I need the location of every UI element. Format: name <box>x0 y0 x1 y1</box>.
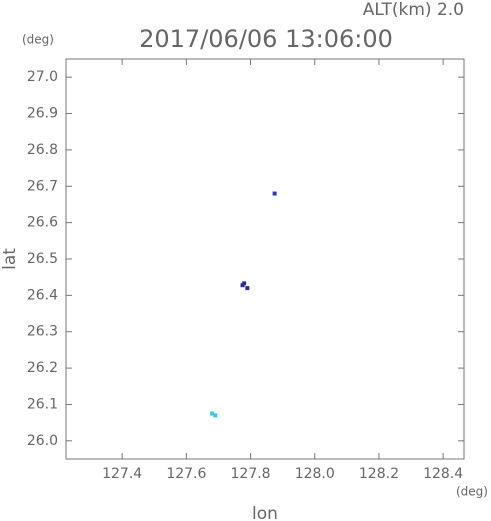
x-tick-label: 127.6 <box>166 466 206 482</box>
x-tick-label: 128.4 <box>423 466 463 482</box>
y-tick-label: 26.6 <box>27 215 58 231</box>
y-tick-label: 26.0 <box>27 433 58 449</box>
point <box>242 281 247 286</box>
chart-title: 2017/06/06 13:06:00 <box>139 25 393 53</box>
y-tick-label: 26.8 <box>27 142 58 158</box>
y-tick-label: 26.3 <box>27 324 58 340</box>
y-tick-label: 26.9 <box>27 106 58 122</box>
point <box>245 286 250 291</box>
x-unit: (deg) <box>456 485 488 499</box>
x-tick-label: 127.4 <box>102 466 142 482</box>
x-tick-label: 128.2 <box>359 466 399 482</box>
y-unit: (deg) <box>22 33 54 47</box>
y-tick-label: 26.4 <box>27 287 58 303</box>
x-axis-label: lon <box>252 504 278 521</box>
point <box>213 413 218 418</box>
chart-subtitle: ALT(km) 2.0 <box>363 0 464 20</box>
y-tick-label: 26.2 <box>27 360 58 376</box>
point <box>272 191 277 196</box>
plot-frame <box>65 58 465 460</box>
y-axis-label: lat <box>0 248 20 270</box>
x-tick-label: 128.0 <box>295 466 335 482</box>
y-tick-label: 26.5 <box>27 251 58 267</box>
x-tick-label: 127.8 <box>231 466 271 482</box>
y-tick-label: 26.1 <box>27 396 58 412</box>
y-tick-label: 26.7 <box>27 178 58 194</box>
y-tick-label: 27.0 <box>27 69 58 85</box>
point <box>210 411 215 416</box>
